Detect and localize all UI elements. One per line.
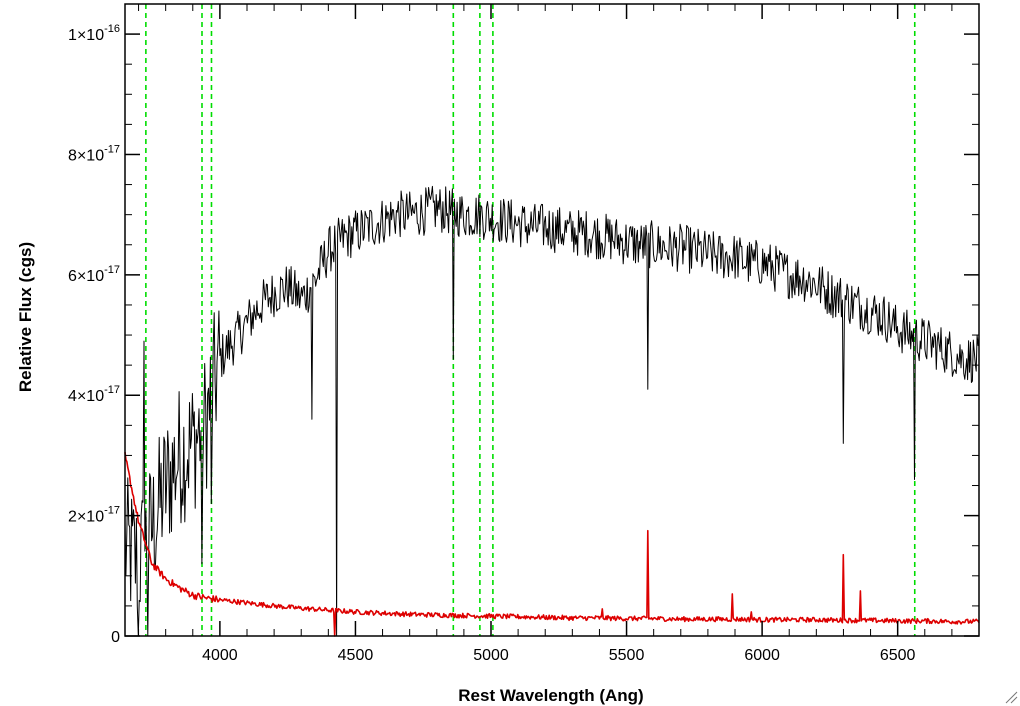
- x-tick-label: 4500: [338, 647, 374, 664]
- y-tick-label: 2×10-17: [68, 505, 120, 526]
- x-tick-label: 5500: [609, 647, 645, 664]
- y-tick-label: 1×10-16: [68, 23, 120, 44]
- x-tick-label: 5000: [473, 647, 509, 664]
- series-line-0: [124, 185, 980, 637]
- y-tick-label: 8×10-17: [68, 143, 120, 164]
- resize-grip-icon[interactable]: [1004, 690, 1018, 704]
- y-tick-label: 0: [111, 629, 120, 646]
- x-axis-title: Rest Wavelength (Ang): [458, 686, 643, 705]
- y-tick-label: 6×10-17: [68, 264, 120, 285]
- series-line-1: [124, 452, 980, 637]
- x-tick-label: 4000: [202, 647, 238, 664]
- plot-frame: [124, 3, 980, 637]
- x-tick-label: 6500: [880, 647, 916, 664]
- axes: 4000 4500 5000 5500 6000 6500 0 2×10-17 4×10-17 6…: [68, 3, 980, 664]
- spectrum-series: [124, 185, 980, 637]
- y-axis-title: Relative Flux (cgs): [16, 242, 35, 392]
- x-tick-label: 6000: [744, 647, 780, 664]
- y-tick-label: 4×10-17: [68, 384, 120, 405]
